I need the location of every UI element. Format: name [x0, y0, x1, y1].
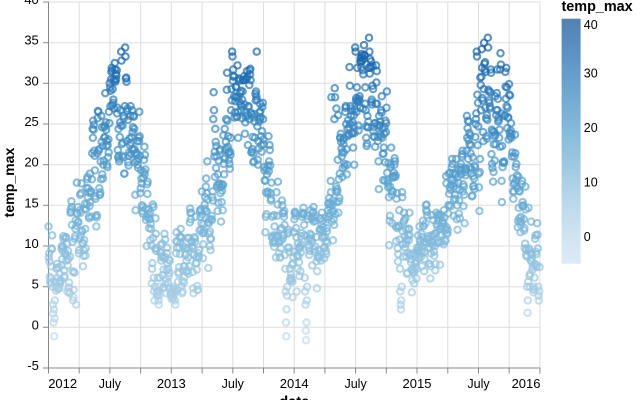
svg-text:temp_max: temp_max	[1, 147, 17, 217]
svg-text:July: July	[222, 377, 245, 391]
svg-text:10: 10	[584, 176, 598, 190]
svg-text:July: July	[467, 377, 490, 391]
svg-text:2015: 2015	[403, 376, 432, 391]
svg-text:date: date	[279, 394, 309, 400]
svg-text:5: 5	[32, 277, 39, 292]
svg-text:July: July	[344, 377, 367, 391]
svg-text:40: 40	[584, 18, 598, 32]
svg-text:30: 30	[24, 73, 38, 88]
svg-text:30: 30	[584, 67, 598, 81]
svg-text:2014: 2014	[280, 376, 309, 391]
svg-text:15: 15	[24, 195, 38, 210]
svg-text:20: 20	[24, 155, 38, 170]
svg-text:2012: 2012	[48, 376, 77, 391]
svg-text:-5: -5	[27, 358, 39, 373]
svg-text:35: 35	[24, 33, 38, 48]
svg-text:July: July	[99, 377, 122, 391]
svg-text:0: 0	[584, 230, 591, 244]
svg-text:40: 40	[24, 0, 38, 7]
svg-text:2016: 2016	[512, 376, 541, 391]
svg-text:temp_max: temp_max	[562, 0, 633, 15]
svg-text:2013: 2013	[157, 376, 186, 391]
svg-text:10: 10	[24, 236, 38, 251]
svg-text:0: 0	[32, 317, 39, 332]
svg-text:20: 20	[584, 121, 598, 135]
svg-text:25: 25	[24, 114, 38, 129]
